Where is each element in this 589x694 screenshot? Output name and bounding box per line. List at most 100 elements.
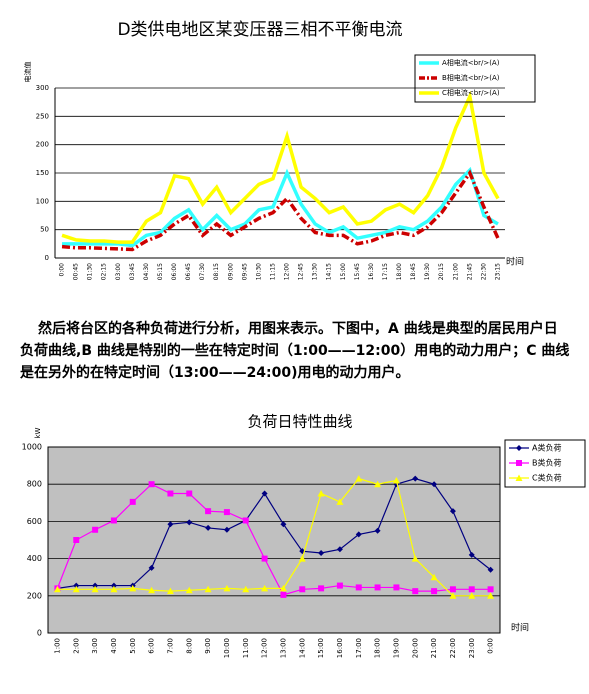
legend-label: B类负荷 [532,458,562,468]
y-tick-label: 100 [36,197,49,205]
marker [280,591,287,598]
y-tick-label: 600 [27,517,42,526]
x-tick-label: 12:00 [261,638,269,658]
y-tick-label: 200 [36,141,49,149]
x-tick-label: 7:00 [166,638,174,654]
x-tick-label: 06:00 [171,263,178,280]
y-tick-label: 800 [27,480,42,489]
x-tick-label: 15:00 [317,638,325,658]
x-tick-label: 21:45 [466,263,473,280]
x-tick-label: 09:45 [241,263,248,280]
marker [223,584,231,592]
marker [515,474,523,481]
marker [431,481,438,488]
x-tick-label: 09:00 [227,263,234,280]
marker [92,582,99,589]
x-tick-label: 12:45 [298,263,305,280]
marker [317,490,325,497]
y-axis-label: 电流值 [23,62,32,83]
x-tick-label: 10:00 [223,638,231,658]
marker [393,584,400,591]
y-tick-label: 0 [45,254,49,262]
x-tick-label: 20:15 [438,263,445,280]
y-tick-label: 50 [40,226,49,234]
chart-title: 负荷日特性曲线 [247,413,352,431]
marker [148,586,156,594]
x-tick-label: 3:00 [91,638,99,654]
x-tick-label: 21:00 [430,638,438,658]
x-tick-label: 22:00 [449,638,457,658]
marker [223,526,230,533]
marker [148,481,155,488]
marker [431,588,438,595]
marker [91,585,99,593]
x-tick-label: 19:30 [424,263,431,280]
x-tick-label: 0:00 [487,638,495,654]
marker [148,564,155,571]
marker [72,585,80,593]
marker [299,548,306,555]
marker [73,537,80,543]
x-tick-label: 17:00 [355,638,363,658]
x-tick-label: 06:45 [185,263,192,280]
marker [355,531,362,538]
marker [412,475,419,482]
x-tick-label: 12:00 [284,263,291,280]
x-tick-label: 04:30 [143,263,150,280]
x-tick-label: 19:00 [392,638,400,658]
y-tick-label: 400 [27,554,42,563]
x-tick-label: 22:30 [480,263,487,280]
marker [110,585,118,593]
marker [167,490,174,497]
x-tick-label: 6:00 [148,638,156,654]
x-tick-label: 11:00 [242,638,250,658]
x-tick-label: 9:00 [204,638,212,654]
marker [374,480,382,488]
marker [430,573,438,581]
series-line [56,483,491,596]
marker [412,588,419,595]
x-tick-label: 17:15 [382,263,389,280]
marker [279,584,287,592]
x-tick-label: 05:15 [157,263,164,280]
marker [129,498,136,505]
marker [336,546,343,553]
x-tick-label: 18:00 [374,638,382,658]
x-tick-label: 15:00 [340,263,347,280]
plot-area [47,446,501,634]
y-tick-label: 150 [36,169,49,177]
marker [110,582,117,589]
legend-label: A类负荷 [532,443,561,453]
x-tick-label: 18:00 [396,263,403,280]
marker [186,490,193,497]
x-tick-label: 14:15 [326,263,333,280]
y-tick-label: 0 [37,629,42,638]
x-tick-label: 5:00 [129,638,137,654]
series-line [62,166,499,248]
x-tick-label: 03:00 [115,263,122,280]
x-tick-label: 13:00 [279,638,287,658]
x-tick-label: 02:15 [101,263,108,280]
marker [355,584,362,591]
x-tick-label: 21:00 [452,263,459,280]
legend-label: C类负荷 [532,473,562,483]
x-tick-label: 03:45 [129,263,136,280]
marker [374,584,381,591]
x-axis-label: 时间 [506,256,524,268]
x-tick-label: 10:30 [255,263,262,280]
x-tick-label: 1:00 [53,638,61,654]
x-tick-label: 07:30 [199,263,206,280]
marker [298,555,306,562]
x-tick-label: 14:00 [298,638,306,658]
marker [411,555,419,562]
marker [129,584,137,592]
marker [205,508,212,515]
current-chart: D类供电地区某变压器三相不平衡电流 0 50 100 150 200 250 300 电流值时间… [23,20,536,280]
y-tick-label: 200 [27,591,42,600]
y-tick-label: 1000 [22,443,42,452]
marker [53,585,61,593]
x-tick-label: 11:15 [269,263,276,280]
paragraph: 然后将台区的各种负荷进行分析，用图来表示。下图中，A 曲线是典型的居民用户日负荷… [20,321,570,381]
x-tick-label: 4:00 [110,638,118,654]
